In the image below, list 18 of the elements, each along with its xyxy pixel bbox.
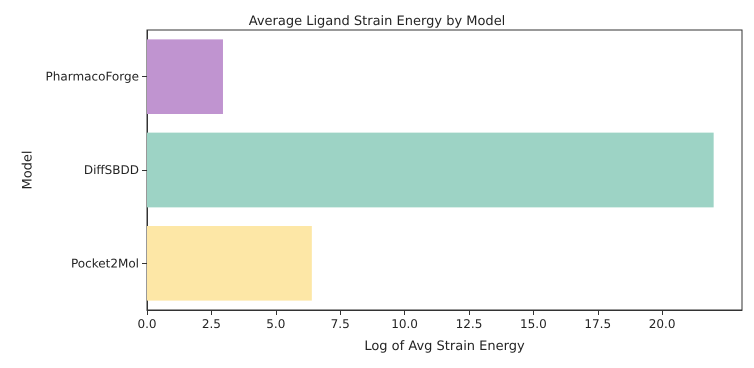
- x-tick-label: 17.5: [584, 317, 612, 331]
- chart-title: Average Ligand Strain Energy by Model: [248, 14, 506, 29]
- bar: [147, 39, 223, 114]
- bar: [147, 226, 312, 301]
- x-tick-label: 12.5: [456, 317, 482, 331]
- x-tick-label: 20.0: [648, 317, 676, 331]
- y-tick-label: Pocket2Mol: [70, 256, 139, 270]
- y-tick-label: DiffSBDD: [84, 163, 139, 177]
- y-tick-label: PharmacoForge: [46, 70, 139, 84]
- y-axis-title: Model: [20, 150, 36, 190]
- x-tick-label: 15.0: [520, 317, 547, 331]
- x-tick-label: 5.0: [266, 317, 286, 331]
- x-tick-label: 10.0: [391, 317, 418, 331]
- x-tick-label: 2.5: [202, 317, 221, 331]
- x-tick-label: 0.0: [137, 317, 157, 331]
- x-axis-title: Log of Avg Strain Energy: [364, 339, 525, 354]
- bar: [147, 132, 714, 208]
- x-tick-label: 7.5: [330, 317, 350, 331]
